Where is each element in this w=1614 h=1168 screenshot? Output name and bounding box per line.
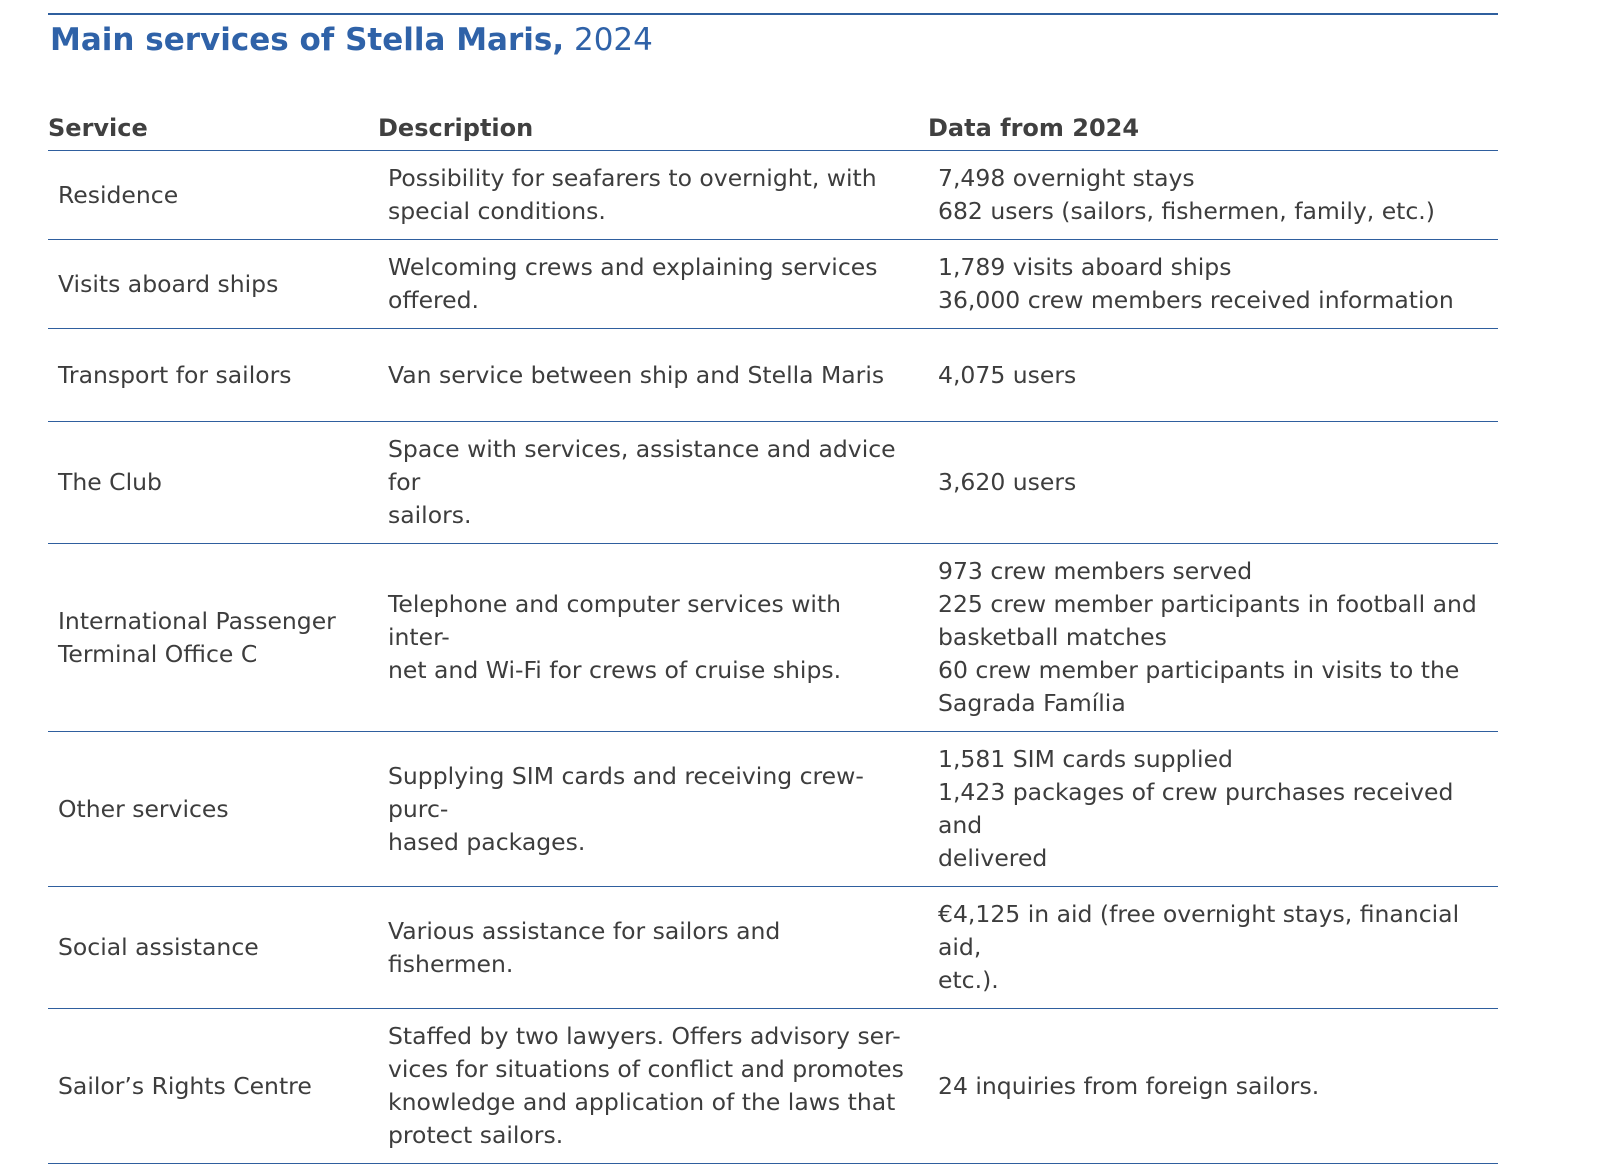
description-line: Various assistance for sailors and fishe… [388, 916, 781, 978]
description-line: Space with services, assistance and advi… [388, 435, 896, 496]
description-cell: Various assistance for sailors and fishe… [378, 886, 928, 1009]
data-line: 60 crew member participants in visits to… [938, 656, 1460, 684]
service-cell: Sailor’s Rights Centre [48, 1008, 378, 1164]
data-cell: 7,498 overnight stays 682 users (sailors… [928, 150, 1498, 240]
header-data: Data from 2024 [928, 108, 1498, 151]
data-line: 1,581 SIM cards supplied [938, 745, 1233, 773]
description-line: knowledge and application of the laws th… [388, 1088, 896, 1116]
data-line: basketball matches [938, 623, 1167, 651]
data-cell: 4,075 users [928, 328, 1498, 422]
data-line: 4,075 users [938, 360, 1077, 389]
page-title: Main services of Stella Maris, 2024 [50, 20, 653, 60]
description-cell: Possibility for seafarers to overnight, … [378, 150, 928, 240]
table-row: The Club Space with services, assistance… [48, 421, 1498, 544]
service-line: Visits aboard ships [58, 269, 279, 298]
service-cell: International Passenger Terminal Office … [48, 543, 378, 732]
data-cell: 3,620 users [928, 421, 1498, 544]
data-line: 24 inquiries from foreign sailors. [938, 1071, 1320, 1100]
header-description: Description [378, 108, 928, 151]
data-cell: 24 inquiries from foreign sailors. [928, 1008, 1498, 1164]
top-rule [48, 13, 1498, 15]
data-line: 682 users (sailors, fishermen, family, e… [938, 197, 1435, 225]
description-cell: Supplying SIM cards and receiving crew-p… [378, 731, 928, 887]
service-line: Residence [58, 180, 179, 209]
data-cell: €4,125 in aid (free overnight stays, fin… [928, 886, 1498, 1009]
description-line: Supplying SIM cards and receiving crew-p… [388, 761, 864, 823]
service-line: Transport for sailors [58, 360, 292, 389]
data-line: €4,125 in aid (free overnight stays, fin… [938, 900, 1460, 961]
data-line: 1,423 packages of crew purchases receive… [938, 778, 1454, 839]
description-cell: Staffed by two lawyers. Offers advisory … [378, 1008, 928, 1164]
description-cell: Space with services, assistance and advi… [378, 421, 928, 544]
header-service: Service [48, 108, 378, 151]
data-cell: 973 crew members served 225 crew member … [928, 543, 1498, 732]
data-line: 36,000 crew members received information [938, 286, 1454, 314]
description-cell: Van service between ship and Stella Mari… [378, 328, 928, 422]
description-line: Welcoming crews and explaining services [388, 253, 878, 281]
service-line: International Passenger [58, 606, 336, 635]
data-line: 1,789 visits aboard ships [938, 253, 1232, 281]
service-cell: Transport for sailors [48, 328, 378, 422]
data-line: delivered [938, 844, 1048, 872]
services-table: Service Description Data from 2024 Resid… [48, 108, 1498, 1164]
service-line: Social assistance [58, 933, 259, 961]
description-line: hased packages. [388, 827, 586, 856]
service-cell: Other services [48, 731, 378, 887]
table-row: Social assistance Various assistance for… [48, 886, 1498, 1009]
table-row: International Passenger Terminal Office … [48, 543, 1498, 732]
title-main: Main services of Stella Maris, [50, 22, 565, 58]
table-row: Visits aboard ships Welcoming crews and … [48, 239, 1498, 329]
data-cell: 1,789 visits aboard ships 36,000 crew me… [928, 239, 1498, 329]
description-line: vices for situations of conflict and pro… [388, 1055, 904, 1083]
service-line: Terminal Office C [58, 639, 258, 668]
table-body: Residence Possibility for seafarers to o… [48, 150, 1498, 1164]
title-year: 2024 [573, 22, 653, 58]
description-line: Telephone and computer services with int… [388, 590, 842, 651]
description-line: sailors. [388, 501, 472, 529]
data-line: Sagrada Família [938, 689, 1126, 717]
description-line: protect sailors. [388, 1121, 564, 1149]
description-line: Staffed by two lawyers. Offers advisory … [388, 1022, 901, 1050]
description-cell: Welcoming crews and explaining services … [378, 239, 928, 329]
service-cell: Social assistance [48, 886, 378, 1009]
service-cell: Visits aboard ships [48, 239, 378, 329]
description-line: special conditions. [388, 197, 606, 225]
description-cell: Telephone and computer services with int… [378, 543, 928, 732]
table-row: Other services Supplying SIM cards and r… [48, 731, 1498, 887]
service-cell: The Club [48, 421, 378, 544]
table-row: Transport for sailors Van service betwee… [48, 328, 1498, 422]
description-line: Possibility for seafarers to overnight, … [388, 164, 877, 192]
data-line: 3,620 users [938, 468, 1077, 496]
table-row: Sailor’s Rights Centre Staffed by two la… [48, 1008, 1498, 1164]
description-line: Van service between ship and Stella Mari… [388, 360, 885, 389]
description-line: offered. [388, 286, 480, 314]
service-line: The Club [58, 468, 162, 496]
table-row: Residence Possibility for seafarers to o… [48, 150, 1498, 240]
data-line: 225 crew member participants in football… [938, 590, 1477, 618]
description-line: net and Wi-Fi for crews of cruise ships. [388, 656, 842, 684]
service-cell: Residence [48, 150, 378, 240]
data-line: 7,498 overnight stays [938, 164, 1195, 192]
service-line: Sailor’s Rights Centre [58, 1071, 312, 1100]
data-cell: 1,581 SIM cards supplied 1,423 packages … [928, 731, 1498, 887]
service-line: Other services [58, 794, 229, 823]
data-line: etc.). [938, 966, 999, 994]
header-row: Service Description Data from 2024 [48, 108, 1498, 151]
data-line: 973 crew members served [938, 557, 1253, 585]
